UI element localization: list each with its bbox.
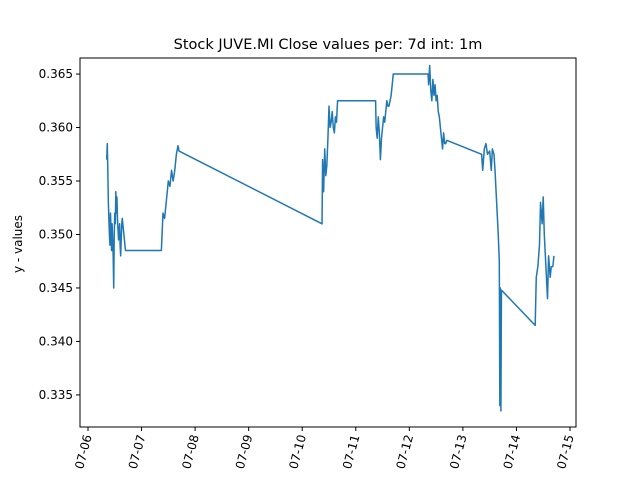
y-tick-label: 0.355 <box>39 174 73 188</box>
price-series-line <box>105 64 555 412</box>
y-axis: 0.335 0.340 0.345 0.350 0.355 0.360 0.365 <box>39 67 80 402</box>
plot-area-frame <box>79 57 577 428</box>
y-tick-label: 0.340 <box>39 334 73 348</box>
chart-title: Stock JUVE.MI Close values per: 7d int: … <box>174 37 483 53</box>
y-axis-label: y - values <box>11 215 25 273</box>
y-tick-label: 0.350 <box>39 227 73 241</box>
y-tick-label: 0.345 <box>39 281 73 295</box>
y-tick-label: 0.360 <box>39 121 73 135</box>
y-tick-label: 0.365 <box>39 67 73 81</box>
y-tick-label: 0.335 <box>39 388 73 402</box>
